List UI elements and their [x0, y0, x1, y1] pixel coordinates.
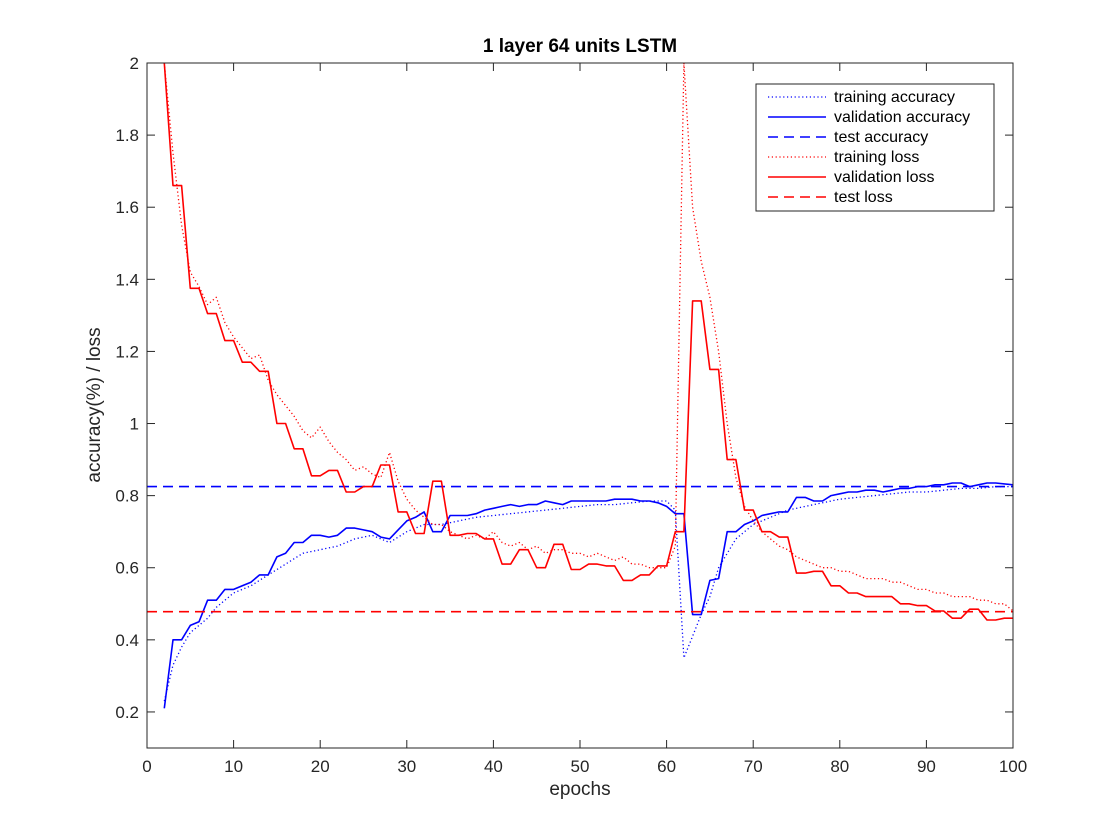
- legend-label-training-accuracy: training accuracy: [834, 89, 955, 106]
- legend-label-test-loss: test loss: [834, 189, 893, 206]
- y-tick-label: 2: [130, 54, 139, 73]
- x-tick-label: 0: [142, 757, 151, 776]
- x-tick-label: 40: [484, 757, 503, 776]
- y-tick-label: 1.6: [115, 198, 139, 217]
- legend-label-training-loss: training loss: [834, 149, 919, 166]
- x-tick-label: 30: [397, 757, 416, 776]
- y-tick-label: 1: [130, 415, 139, 434]
- x-tick-label: 60: [657, 757, 676, 776]
- chart-title: 1 layer 64 units LSTM: [483, 36, 677, 57]
- x-tick-label: 80: [830, 757, 849, 776]
- legend-label-test-accuracy: test accuracy: [834, 129, 928, 146]
- y-tick-label: 1.4: [115, 270, 139, 289]
- x-axis-label: epochs: [549, 779, 610, 800]
- y-tick-label: 0.2: [115, 703, 139, 722]
- x-tick-label: 70: [744, 757, 763, 776]
- x-tick-label: 90: [917, 757, 936, 776]
- validation-accuracy-line: [163, 482, 1014, 709]
- y-tick-label: 1.8: [115, 126, 139, 145]
- y-tick-label: 0.8: [115, 487, 139, 506]
- validation-loss-line: [163, 62, 1013, 621]
- y-tick-label: 1.2: [115, 342, 139, 361]
- series-layer: [147, 62, 1014, 709]
- legend: training accuracy validation accuracy test…: [755, 83, 995, 212]
- legend-label-validation-accuracy: validation accuracy: [834, 109, 970, 126]
- x-tick-label: 20: [311, 757, 330, 776]
- x-tick-label: 50: [571, 757, 590, 776]
- tick-layer: 0 10 20 30 40 50 60 70 80 90 100 0.2 0.4 0.6 0.8 1 1.2 1.…: [115, 54, 1027, 776]
- legend-box: [755, 83, 995, 212]
- y-axis-label: accuracy(%) / loss: [84, 327, 105, 482]
- legend-label-validation-loss: validation loss: [834, 169, 935, 186]
- y-tick-label: 0.4: [115, 631, 139, 650]
- x-tick-label: 10: [224, 757, 243, 776]
- y-tick-label: 0.6: [115, 559, 139, 578]
- x-tick-label: 100: [999, 757, 1027, 776]
